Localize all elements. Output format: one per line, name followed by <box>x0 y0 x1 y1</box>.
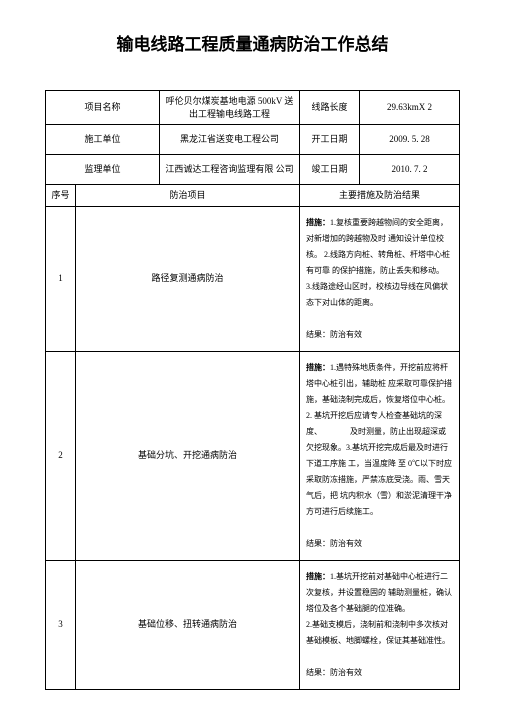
seq-3: 3 <box>46 560 76 689</box>
header-result: 主要措施及防治结果 <box>300 185 460 207</box>
content-1: 措施：1.复核重要跨越物间的安全距离，对新增加的跨越物及时 通知设计单位校核。 … <box>300 206 460 351</box>
prefix-2: 措施： <box>306 363 330 372</box>
label-start-date: 开工日期 <box>300 125 360 155</box>
info-row-1: 项目名称 呼伦贝尔煤炭基地电源 500kV 送出工程输电线路工程 线路长度 29… <box>46 91 460 125</box>
label-supervision-unit: 监理单位 <box>46 155 160 185</box>
prefix-1: 措施： <box>306 218 330 227</box>
body-2: 1.遇特殊地质条件，开挖前应将杆塔中心桩引出，辅助桩 应采取可靠保护措施，基础浇… <box>306 363 505 516</box>
prefix-3: 措施： <box>306 572 330 581</box>
value-line-length: 29.63kmX 2 <box>360 91 460 125</box>
page-title: 输电线路工程质量通病防治工作总结 <box>45 30 460 55</box>
section-header-row: 序号 防治项目 主要措施及防治结果 <box>46 185 460 207</box>
data-row-3: 3 基础位移、扭转通病防治 措施：1.基坑开挖前对基础中心桩进行二次复核，并设置… <box>46 560 460 689</box>
value-supervision-unit: 江西诚达工程咨询监理有限 公司 <box>160 155 300 185</box>
data-row-1: 1 路径复测通病防治 措施：1.复核重要跨越物间的安全距离，对新增加的跨越物及时… <box>46 206 460 351</box>
label-end-date: 竣工日期 <box>300 155 360 185</box>
main-table: 项目名称 呼伦贝尔煤炭基地电源 500kV 送出工程输电线路工程 线路长度 29… <box>45 90 460 690</box>
body-3: 1.基坑开挖前对基础中心桩进行二次复核，并设置稳固的 辅助测量桩，确认塔位及各个… <box>306 572 478 645</box>
data-row-2: 2 基础分坑、开挖通病防治 措施：1.遇特殊地质条件，开挖前应将杆塔中心桩引出，… <box>46 351 460 560</box>
content-3: 措施：1.基坑开挖前对基础中心桩进行二次复核，并设置稳固的 辅助测量桩，确认塔位… <box>300 560 460 689</box>
label-project-name: 项目名称 <box>46 91 160 125</box>
value-construction-unit: 黑龙江省送变电工程公司 <box>160 125 300 155</box>
header-item: 防治项目 <box>76 185 300 207</box>
header-seq: 序号 <box>46 185 76 207</box>
suffix-3: 结果：防治有效 <box>306 668 362 677</box>
suffix-1: 结果：防治有效 <box>306 330 362 339</box>
item-3: 基础位移、扭转通病防治 <box>76 560 300 689</box>
value-project-name: 呼伦贝尔煤炭基地电源 500kV 送出工程输电线路工程 <box>160 91 300 125</box>
suffix-2: 结果：防治有效 <box>306 539 362 548</box>
seq-1: 1 <box>46 206 76 351</box>
content-2: 措施：1.遇特殊地质条件，开挖前应将杆塔中心桩引出，辅助桩 应采取可靠保护措施，… <box>300 351 460 560</box>
label-construction-unit: 施工单位 <box>46 125 160 155</box>
info-row-3: 监理单位 江西诚达工程咨询监理有限 公司 竣工日期 2010. 7. 2 <box>46 155 460 185</box>
item-1: 路径复测通病防治 <box>76 206 300 351</box>
info-row-2: 施工单位 黑龙江省送变电工程公司 开工日期 2009. 5. 28 <box>46 125 460 155</box>
label-line-length: 线路长度 <box>300 91 360 125</box>
value-end-date: 2010. 7. 2 <box>360 155 460 185</box>
value-start-date: 2009. 5. 28 <box>360 125 460 155</box>
item-2: 基础分坑、开挖通病防治 <box>76 351 300 560</box>
seq-2: 2 <box>46 351 76 560</box>
body-1: 1.复核重要跨越物间的安全距离，对新增加的跨越物及时 通知设计单位校核。 2.线… <box>306 218 505 307</box>
